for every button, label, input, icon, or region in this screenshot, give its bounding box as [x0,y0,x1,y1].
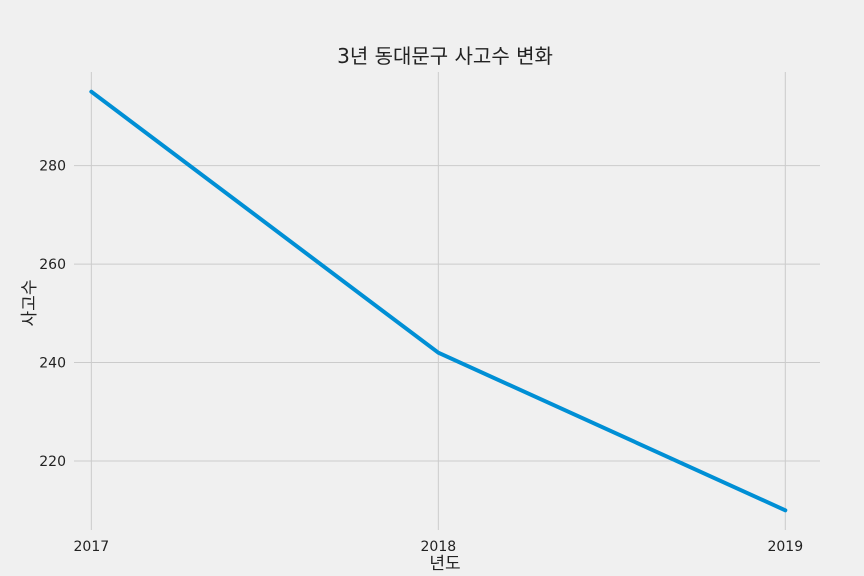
y-axis-label: 사고수 [20,280,40,327]
x-axis-label: 년도 [429,554,460,574]
tick-labels: 220 240 260 280 2017 2018 2019 [39,159,803,555]
x-tick-label: 2018 [421,539,457,555]
series-layer [89,89,788,513]
y-tick-label: 220 [39,454,66,470]
x-tick-label: 2017 [74,539,110,555]
x-tick-label: 2019 [767,539,803,555]
grid [74,72,820,530]
y-tick-label: 240 [39,356,66,372]
chart-title: 3년 동대문구 사고수 변화 [337,44,553,68]
y-tick-label: 260 [39,257,66,273]
y-tick-label: 280 [39,159,66,175]
